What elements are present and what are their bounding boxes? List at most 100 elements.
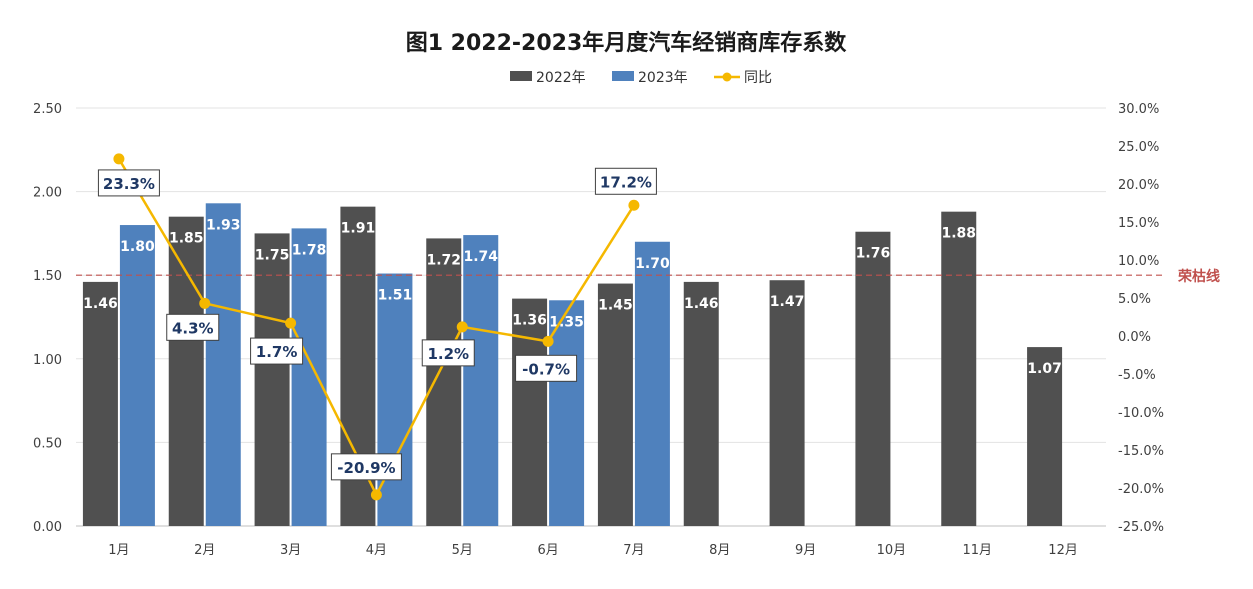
yoy-label: 4.3%: [172, 319, 214, 337]
yoy-label-box: [166, 313, 220, 341]
yoy-label: -0.7%: [522, 360, 570, 378]
yoy-label: 17.2%: [600, 173, 652, 191]
y-right-tick-label: 20.0%: [1118, 178, 1159, 193]
bar-label-2022: 1.47: [770, 294, 805, 310]
y-axis-left: 0.00 0.50 1.00 1.50 2.00 2.50: [33, 102, 62, 535]
bar-label-2023: 1.74: [463, 249, 498, 265]
x-tick-label: 5月: [452, 543, 473, 558]
bar-label-2022: 1.46: [83, 296, 118, 312]
legend-label: 2023年: [638, 70, 688, 86]
bar-label-2022: 1.07: [1027, 361, 1062, 377]
y-left-tick-label: 1.50: [33, 269, 62, 284]
y-right-tick-label: -20.0%: [1118, 482, 1164, 497]
bar-label-2022: 1.45: [598, 298, 633, 314]
bar-2023: [634, 241, 670, 526]
bar-label-2023: 1.93: [206, 217, 241, 233]
y-left-tick-label: 2.50: [33, 102, 62, 117]
y-right-tick-label: 30.0%: [1118, 102, 1159, 117]
bar-label-2023: 1.51: [378, 288, 413, 304]
bar-label-2022: 1.76: [856, 246, 891, 262]
chart-legend: 2022年 2023年 同比: [510, 70, 772, 86]
yoy-label: -20.9%: [337, 459, 395, 477]
yoy-label-box: [97, 169, 160, 197]
bar-2022: [512, 298, 548, 526]
legend-swatch: [510, 71, 532, 81]
x-tick-label: 2月: [194, 543, 215, 558]
yoy-point: [285, 317, 297, 329]
yoy-label-box: [594, 167, 657, 195]
y-right-tick-label: 10.0%: [1118, 254, 1159, 269]
bar-2022: [855, 231, 891, 526]
legend-label: 同比: [744, 70, 772, 86]
reference-line-group: 荣枯线: [76, 268, 1220, 285]
x-tick-label: 10月: [877, 543, 907, 558]
bar-2022: [597, 283, 633, 526]
bar-2022: [254, 233, 290, 526]
bar-2023: [377, 273, 413, 526]
yoy-label: 23.3%: [103, 175, 155, 193]
yoy-label-box: [330, 453, 402, 481]
yoy-point: [199, 297, 211, 309]
bar-label-2022: 1.72: [426, 252, 461, 268]
y-right-tick-label: 0.0%: [1118, 330, 1151, 345]
bar-2022: [683, 281, 719, 526]
y-right-tick-label: -10.0%: [1118, 406, 1164, 421]
chart-title: 图1 2022-2023年月度汽车经销商库存系数: [406, 30, 848, 56]
bar-2023: [205, 203, 241, 526]
bar-2022: [168, 216, 204, 526]
x-tick-label: 9月: [795, 543, 816, 558]
bar-2023: [119, 225, 155, 527]
yoy-point: [456, 321, 468, 333]
y-right-tick-label: 5.0%: [1118, 292, 1151, 307]
y-right-tick-label: -15.0%: [1118, 444, 1164, 459]
bar-2022: [426, 238, 462, 526]
y-axis-right: -25.0% -20.0% -15.0% -10.0% -5.0% 0.0% 5.0% 10.…: [1118, 102, 1164, 535]
yoy-point: [628, 199, 640, 211]
bar-2022: [941, 211, 977, 526]
yoy-label: 1.7%: [256, 343, 298, 361]
bar-2023: [291, 228, 327, 526]
yoy-label-box: [421, 339, 475, 367]
x-tick-label: 1月: [108, 543, 129, 558]
x-tick-label: 11月: [962, 543, 992, 558]
bar-label-2023: 1.78: [292, 242, 327, 258]
legend-label: 2022年: [536, 70, 586, 86]
y-left-tick-label: 0.00: [33, 520, 62, 535]
bar-2022: [1027, 347, 1063, 526]
bar-label-2022: 1.91: [341, 221, 376, 237]
x-tick-label: 12月: [1048, 543, 1078, 558]
yoy-label: 1.2%: [427, 345, 469, 363]
bar-label-2022: 1.85: [169, 231, 204, 247]
yoy-point: [370, 489, 382, 501]
bar-label-2022: 1.46: [684, 296, 719, 312]
y-right-tick-label: 15.0%: [1118, 216, 1159, 231]
yoy-label-box: [515, 354, 578, 382]
yoy-point: [113, 153, 125, 165]
x-axis: 1月 2月 3月 4月 5月 6月 7月 8月 9月 10月 11月 12月: [108, 543, 1078, 558]
y-left-tick-label: 0.50: [33, 436, 62, 451]
x-tick-label: 3月: [280, 543, 301, 558]
legend-swatch: [612, 71, 634, 81]
bar-label-2022: 1.36: [512, 313, 547, 329]
yoy-label-box: [250, 337, 304, 365]
y-left-tick-label: 2.00: [33, 186, 62, 201]
legend-swatch-marker: [722, 72, 732, 82]
bar-2023: [463, 235, 499, 526]
bar-label-2023: 1.35: [549, 314, 584, 330]
bar-label-2023: 1.70: [635, 256, 670, 272]
bar-label-2023: 1.80: [120, 239, 155, 255]
reference-line-label: 荣枯线: [1177, 268, 1220, 285]
bar-label-2022: 1.75: [255, 247, 290, 263]
y-right-tick-label: -25.0%: [1118, 520, 1164, 535]
x-tick-label: 8月: [709, 543, 730, 558]
bar-2022: [82, 281, 118, 526]
y-right-tick-label: 25.0%: [1118, 140, 1159, 155]
bar-2022: [769, 280, 805, 526]
x-tick-label: 6月: [537, 543, 558, 558]
y-left-tick-label: 1.00: [33, 353, 62, 368]
bar-2023: [549, 300, 585, 526]
x-tick-label: 4月: [366, 543, 387, 558]
yoy-point: [542, 335, 554, 347]
